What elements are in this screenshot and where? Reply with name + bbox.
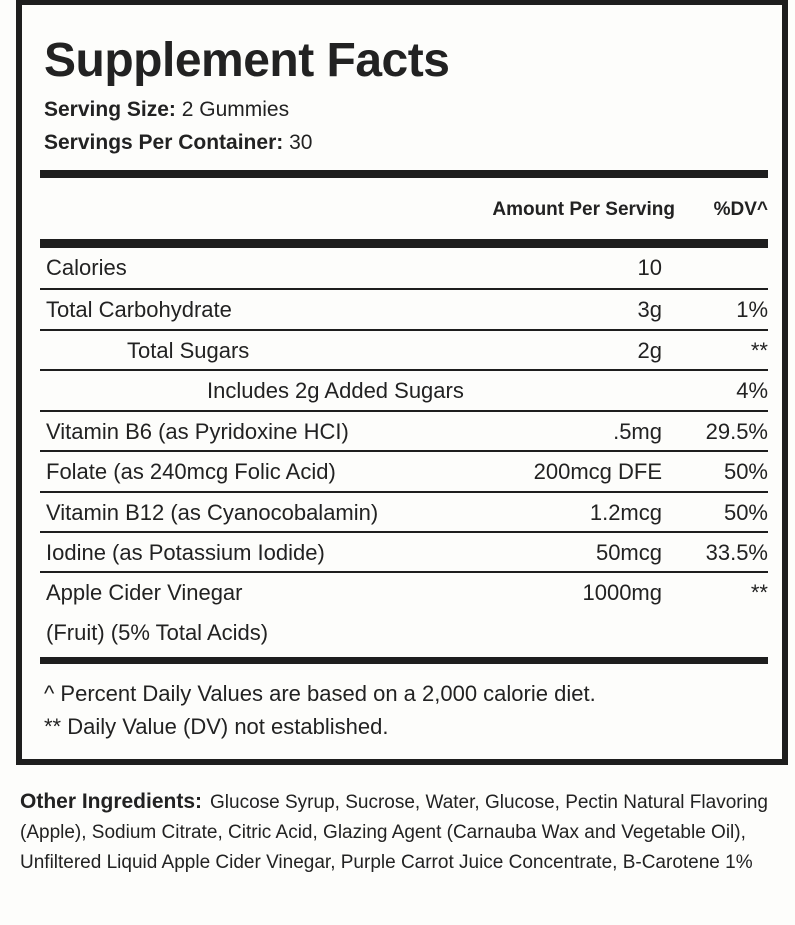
nutrient-name: Apple Cider Vinegar	[46, 580, 243, 605]
nutrient-dv: 1%	[736, 297, 768, 322]
row-divider	[40, 531, 768, 533]
divider-thick	[40, 239, 768, 248]
table-row: Includes 2g Added Sugars 4%	[40, 371, 768, 411]
nutrient-amount: 1.2mcg	[589, 500, 662, 525]
table-row: Total Carbohydrate 3g 1%	[40, 290, 768, 330]
table-row: Vitamin B6 (as Pyridoxine HCI) .5mg 29.5%	[40, 412, 768, 452]
nutrient-name: Vitamin B6 (as Pyridoxine HCI)	[46, 419, 349, 444]
nutrient-dv: 33.5%	[705, 540, 768, 565]
nutrient-name-line2: (Fruit) (5% Total Acids)	[46, 620, 269, 645]
row-divider	[40, 410, 768, 412]
nutrient-name: Total Sugars	[127, 338, 250, 363]
other-ingredients: Other Ingredients: Glucose Syrup, Sucrose…	[20, 787, 780, 878]
nutrient-amount: 1000mg	[582, 580, 662, 605]
nutrient-amount: .5mg	[613, 419, 662, 444]
header-amount: Amount Per Serving	[492, 199, 675, 220]
table-row: Folate (as 240mcg Folic Acid) 200mcg DFE 5…	[40, 452, 768, 492]
divider-thick	[40, 170, 768, 178]
row-divider	[40, 288, 768, 290]
serving-size-label: Serving Size:	[44, 98, 176, 121]
serving-size: Serving Size: 2 Gummies	[44, 96, 289, 124]
nutrient-amount: 10	[637, 255, 662, 280]
nutrient-dv: **	[750, 338, 768, 363]
table-row: Total Sugars 2g **	[40, 331, 768, 371]
nutrient-amount: 2g	[637, 338, 662, 363]
nutrient-dv: 4%	[736, 378, 768, 403]
servings-per-container-label: Servings Per Container:	[44, 131, 284, 154]
nutrient-amount: 50mcg	[595, 540, 662, 565]
table-row: Vitamin B12 (as Cyanocobalamin) 1.2mcg 50%	[40, 493, 768, 533]
nutrient-amount: 200mcg DFE	[533, 459, 662, 484]
nutrient-dv: 50%	[723, 459, 768, 484]
serving-size-value: 2 Gummies	[181, 98, 290, 121]
row-divider	[40, 450, 768, 452]
other-ingredients-label: Other Ingredients:	[20, 790, 203, 813]
divider-thick	[40, 657, 768, 664]
row-divider	[40, 329, 768, 331]
table-row: Calories 10	[40, 248, 768, 288]
other-ingredients-text: Glucose Syrup, Sucrose, Water, Glucose, …	[20, 792, 768, 873]
nutrient-amount: 3g	[637, 297, 662, 322]
row-divider	[40, 571, 768, 573]
nutrient-dv: 50%	[723, 500, 768, 525]
nutrient-name: Includes 2g Added Sugars	[207, 378, 464, 403]
supplement-facts-panel	[16, 0, 788, 765]
footnote-dv: ^ Percent Daily Values are based on a 2,…	[44, 681, 596, 706]
servings-per-container: Servings Per Container: 30	[44, 129, 312, 157]
nutrient-dv: 29.5%	[705, 419, 768, 444]
nutrient-name: Calories	[46, 255, 127, 280]
nutrient-name: Vitamin B12 (as Cyanocobalamin)	[46, 500, 379, 525]
nutrient-name: Total Carbohydrate	[46, 297, 232, 322]
nutrient-dv: **	[750, 580, 768, 605]
table-row: Iodine (as Potassium Iodide) 50mcg 33.5%	[40, 533, 768, 573]
panel-title: Supplement Facts	[44, 34, 450, 87]
footnote-not-established: ** Daily Value (DV) not established.	[44, 714, 389, 739]
header-dv: %DV^	[713, 199, 768, 220]
row-divider	[40, 491, 768, 493]
table-row: Apple Cider Vinegar 1000mg **	[40, 573, 768, 613]
table-row-continuation: (Fruit) (5% Total Acids)	[40, 613, 768, 653]
servings-per-container-value: 30	[289, 131, 313, 154]
nutrient-name: Folate (as 240mcg Folic Acid)	[46, 459, 336, 484]
row-divider	[40, 369, 768, 371]
nutrient-name: Iodine (as Potassium Iodide)	[46, 540, 325, 565]
